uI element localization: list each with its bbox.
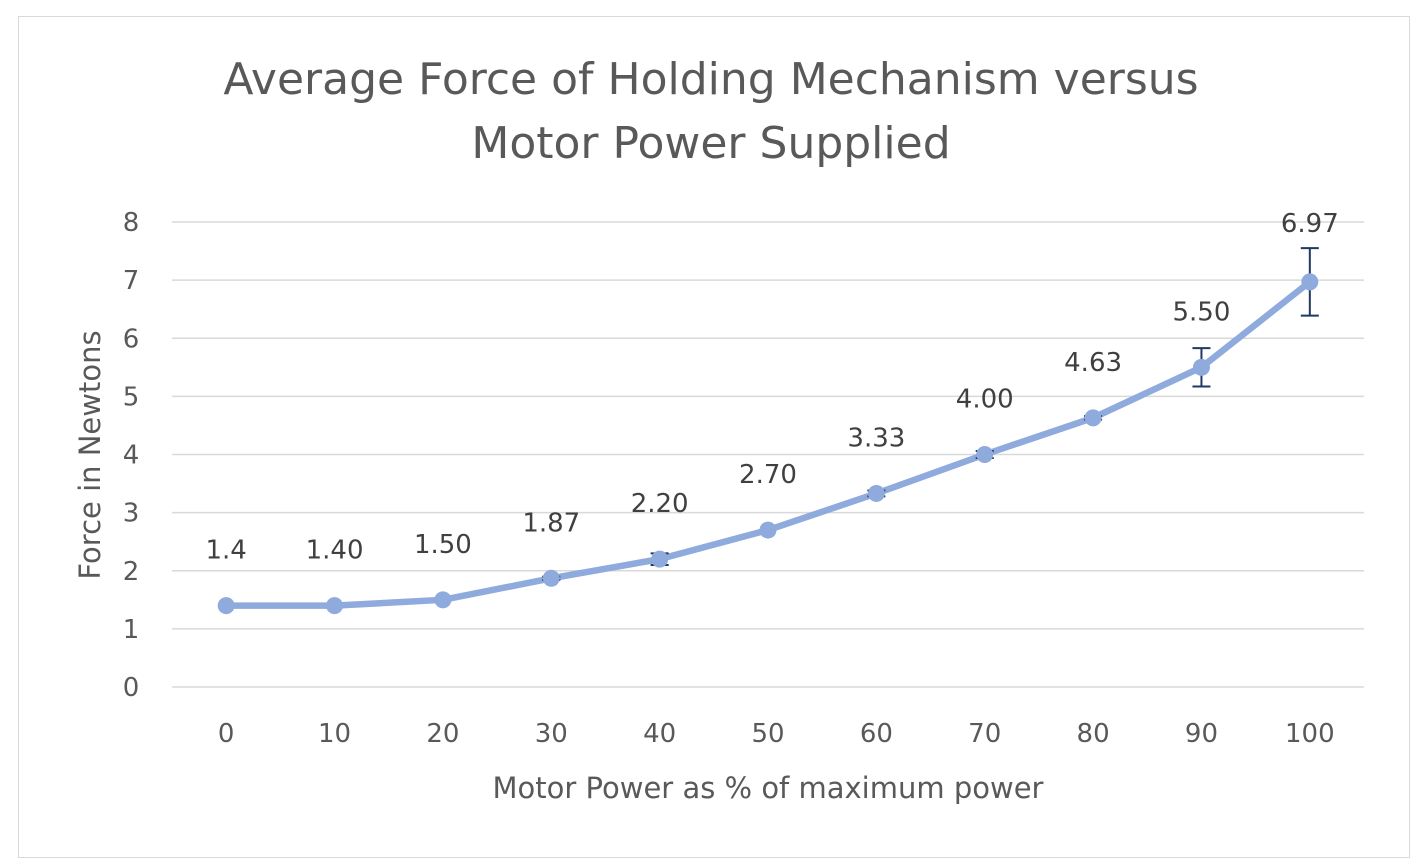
y-axis-title: Force in Newtons [73, 330, 107, 579]
data-labels: 1.4 1.40 1.50 1.87 2.20 2.70 3.33 4.00 4.63 5.50 6… [206, 209, 1339, 565]
y-tick-label: 3 [123, 499, 140, 529]
x-tick-label: 50 [751, 719, 784, 749]
data-label: 4.63 [1064, 348, 1122, 378]
x-tick-label: 80 [1077, 719, 1110, 749]
y-tick-label: 5 [123, 382, 140, 412]
x-tick-label: 60 [860, 719, 893, 749]
data-label: 1.50 [414, 530, 472, 560]
x-tick-label: 20 [426, 719, 459, 749]
data-point [976, 446, 994, 463]
y-tick-label: 4 [123, 441, 140, 471]
data-label: 3.33 [847, 423, 905, 453]
data-point [434, 591, 452, 609]
x-tick-label: 40 [643, 719, 676, 749]
series-line-group [222, 278, 1314, 609]
y-tick-label: 8 [123, 208, 140, 238]
data-label: 5.50 [1173, 297, 1231, 327]
data-point [1192, 358, 1210, 376]
data-label: 4.00 [956, 385, 1014, 415]
data-point [651, 550, 669, 568]
data-label: 1.4 [206, 536, 247, 566]
x-axis-tick-labels: 0 10 20 30 40 50 60 70 80 90 100 [218, 719, 1335, 749]
data-point [542, 569, 560, 587]
data-point [1301, 273, 1319, 291]
data-label: 1.87 [522, 508, 580, 538]
y-tick-label: 6 [123, 324, 140, 354]
x-axis-title: Motor Power as % of maximum power [493, 771, 1044, 805]
data-label: 2.20 [631, 489, 689, 519]
data-point [867, 484, 885, 502]
x-tick-label: 100 [1285, 719, 1335, 749]
x-tick-label: 0 [218, 719, 235, 749]
data-point [759, 521, 777, 539]
chart-title-line-1: Average Force of Holding Mechanism versu… [223, 54, 1198, 105]
data-markers [217, 273, 1319, 615]
series-line [222, 278, 1314, 609]
x-tick-label: 70 [968, 719, 1001, 749]
x-tick-label: 10 [318, 719, 351, 749]
x-tick-label: 90 [1185, 719, 1218, 749]
y-tick-label: 1 [123, 615, 140, 645]
data-label: 1.40 [306, 536, 364, 566]
gridlines [172, 221, 1364, 688]
data-label: 6.97 [1281, 209, 1339, 239]
data-point [217, 597, 235, 615]
data-point [1084, 409, 1102, 427]
data-point [326, 597, 344, 615]
data-label: 2.70 [739, 460, 797, 490]
x-tick-label: 30 [535, 719, 568, 749]
y-tick-label: 7 [123, 266, 140, 296]
chart-title-line-2: Motor Power Supplied [471, 118, 950, 169]
y-axis-tick-labels: 0 1 2 3 4 5 6 7 8 [123, 208, 140, 703]
chart-frame [18, 16, 1410, 858]
y-tick-label: 2 [123, 557, 140, 587]
y-tick-label: 0 [123, 673, 140, 703]
